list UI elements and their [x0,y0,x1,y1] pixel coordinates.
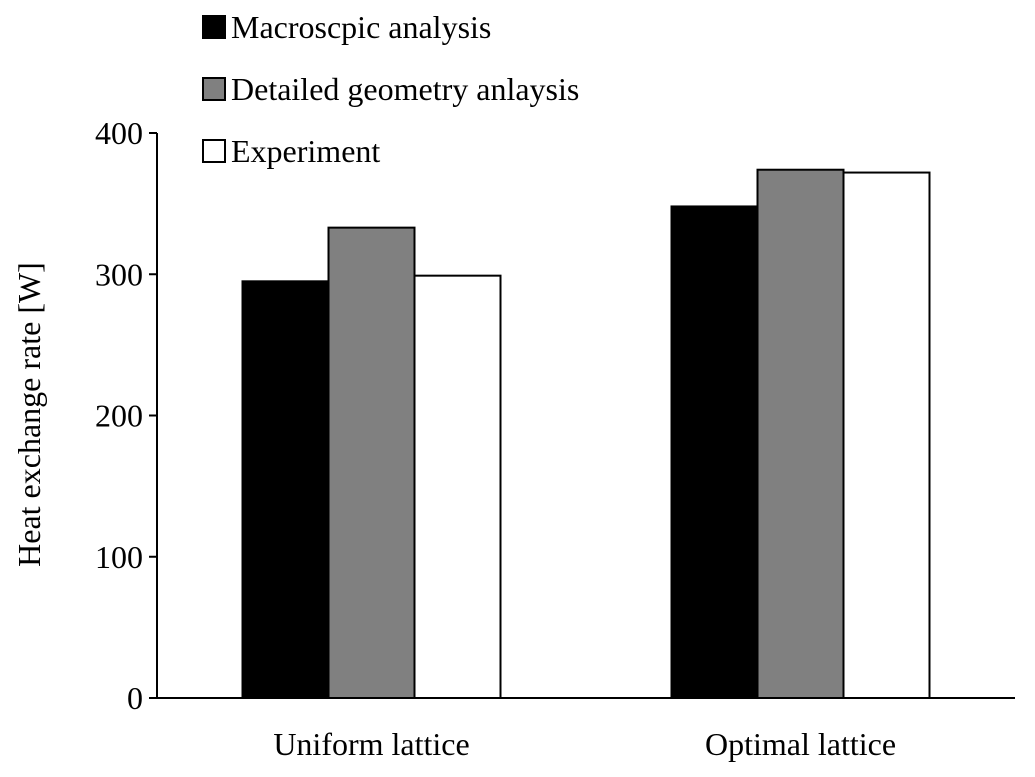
y-tick-label: 400 [95,115,143,151]
bars [241,168,931,700]
legend-label: Macroscpic analysis [231,9,491,45]
bar [413,274,502,699]
y-ticks: 0 100 200 300 400 [95,115,157,716]
legend-swatch [202,139,226,163]
x-labels: Uniform lattice Optimal lattice [273,726,896,762]
bar [842,171,931,700]
bar [756,168,845,700]
bar [670,205,759,699]
y-tick-label: 200 [95,398,143,434]
legend-swatch [202,15,226,39]
legend-label: Detailed geometry anlaysis [231,71,579,107]
legend-swatch [202,77,226,101]
legend: Macroscpic analysis Detailed geometry anl… [202,9,579,169]
y-tick-label: 100 [95,539,143,575]
y-axis-title: Heat exchange rate [W] [11,262,47,567]
legend-label: Experiment [231,133,380,169]
bar [327,226,416,699]
y-tick-label: 0 [127,680,143,716]
y-tick-label: 300 [95,256,143,292]
x-category-label: Uniform lattice [273,726,469,762]
x-category-label: Optimal lattice [705,726,896,762]
bar [241,280,330,699]
